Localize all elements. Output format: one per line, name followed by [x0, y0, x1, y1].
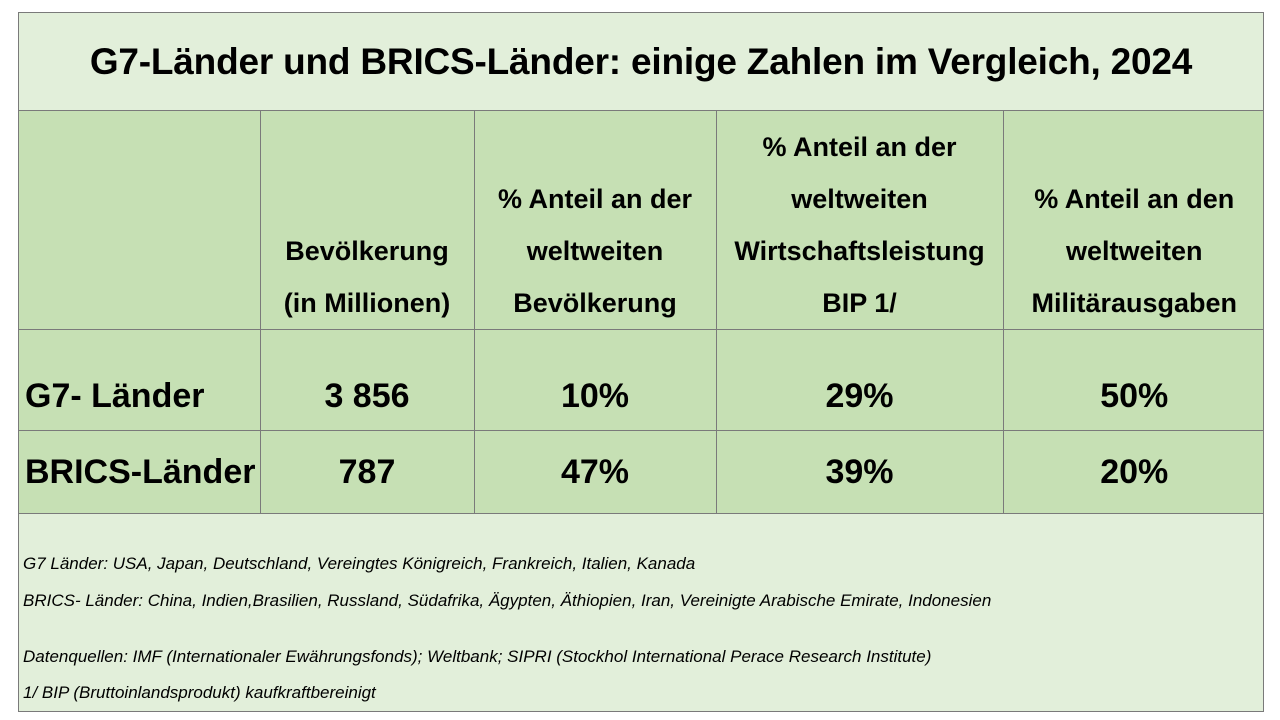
header-population: Bevölkerung (in Millionen) — [259, 111, 475, 330]
header-line: Wirtschaftsleistung — [734, 236, 985, 266]
note-data-sources: Datenquellen: IMF (Internationaler Ewähr… — [23, 647, 932, 666]
cell-g7-military-share: 50% — [1002, 329, 1263, 431]
table-row-brics: BRICS-Länder 787 47% 39% 20% — [19, 430, 1263, 514]
header-line: BIP 1/ — [822, 288, 897, 318]
header-line: % Anteil an den — [1034, 184, 1235, 214]
header-gdp-share: % Anteil an der weltweiten Wirtschaftsle… — [715, 111, 1004, 330]
title-bar: G7-Länder und BRICS-Länder: einige Zahle… — [19, 13, 1263, 111]
row-label-g7: G7- Länder — [19, 329, 261, 431]
page-title: G7-Länder und BRICS-Länder: einige Zahle… — [89, 40, 1193, 82]
note-g7-members: G7 Länder: USA, Japan, Deutschland, Vere… — [23, 554, 696, 573]
header-line: Bevölkerung — [285, 236, 449, 266]
header-line: weltweiten — [526, 236, 664, 266]
header-line: % Anteil an der — [497, 184, 693, 214]
table-row-g7: G7- Länder 3 856 10% 29% 50% — [19, 329, 1263, 431]
header-corner — [19, 111, 261, 330]
header-line: Bevölkerung — [513, 288, 677, 318]
cell-brics-military-share: 20% — [1002, 430, 1263, 514]
cell-brics-population-share: 47% — [473, 430, 717, 514]
header-military-share: % Anteil an den weltweiten Militärausgab… — [1002, 111, 1263, 330]
cell-brics-population: 787 — [259, 430, 475, 514]
comparison-table: Bevölkerung (in Millionen) % Anteil an d… — [19, 111, 1263, 514]
cell-g7-population: 3 856 — [259, 329, 475, 431]
footnotes: G7 Länder: USA, Japan, Deutschland, Vere… — [19, 514, 1263, 711]
note-gdp-definition: 1/ BIP (Bruttoinlandsprodukt) kaufkraftb… — [23, 683, 376, 702]
row-label-brics: BRICS-Länder — [19, 430, 261, 514]
cell-g7-population-share: 10% — [473, 329, 717, 431]
note-brics-members: BRICS- Länder: China, Indien,Brasilien, … — [23, 591, 992, 610]
header-population-share: % Anteil an der weltweiten Bevölkerung — [473, 111, 717, 330]
cell-g7-gdp-share: 29% — [715, 329, 1004, 431]
header-line: weltweiten — [1065, 236, 1203, 266]
header-line: (in Millionen) — [283, 288, 451, 318]
header-line: Militärausgaben — [1031, 288, 1238, 318]
header-line: % Anteil an der — [762, 132, 957, 162]
infographic-frame: G7-Länder und BRICS-Länder: einige Zahle… — [18, 12, 1264, 712]
cell-brics-gdp-share: 39% — [715, 430, 1004, 514]
table-header-row: Bevölkerung (in Millionen) % Anteil an d… — [19, 111, 1263, 330]
header-line: weltweiten — [791, 184, 928, 214]
